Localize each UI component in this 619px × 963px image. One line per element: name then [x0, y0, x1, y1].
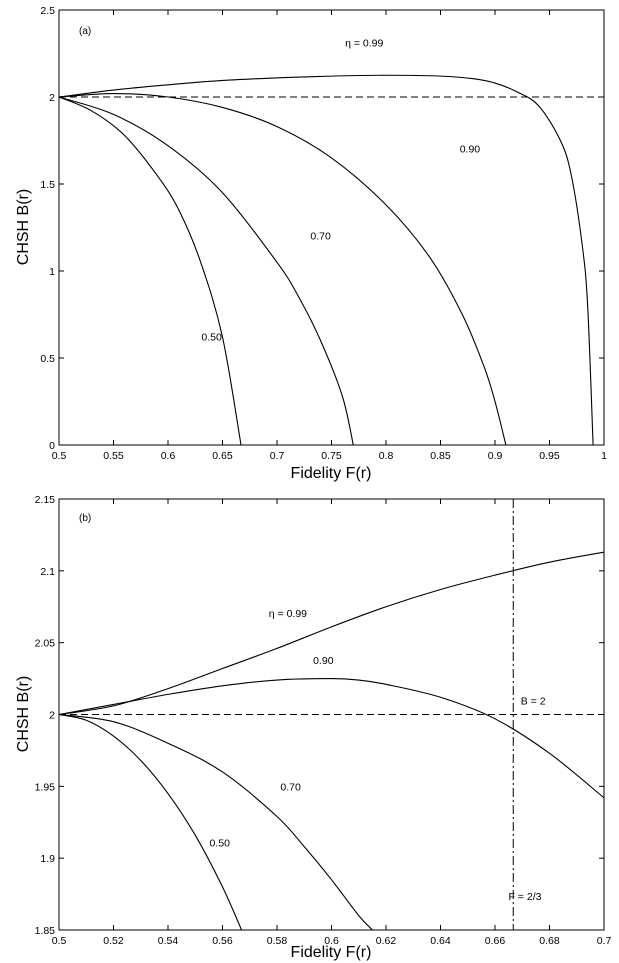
series-line: [58, 678, 605, 799]
series-group: [58, 551, 605, 931]
x-tick-label: 0.95: [539, 450, 560, 462]
y-tick-label: 1.9: [40, 853, 55, 865]
curve-label: 0.50: [210, 838, 231, 850]
y-axis-label: CHSH B(r): [15, 189, 32, 265]
series-line: [58, 96, 242, 446]
y-tick-label: 2.5: [40, 5, 55, 17]
x-tick-label: 0.65: [212, 450, 233, 462]
x-tick-label: 1: [601, 450, 607, 462]
curve-label: B = 2: [521, 695, 546, 707]
curve-labels: η = 0.99 0.90 0.70 0.50: [201, 38, 480, 344]
x-tick-label: 0.66: [485, 935, 506, 947]
series-group: [58, 74, 594, 446]
panel-label: (a): [79, 26, 91, 37]
x-ticks: 0.5 0.52 0.54 0.56 0.58 0.6 0.62 0.64 0.66 0.68 0.…: [52, 499, 612, 947]
y-tick-label: 1: [49, 266, 55, 278]
x-tick-label: 0.9: [488, 450, 503, 462]
x-tick-label: 0.54: [158, 935, 179, 947]
y-axis-label: CHSH B(r): [15, 676, 32, 752]
y-tick-label: 2.15: [35, 494, 56, 506]
curve-labels: η = 0.99 0.90 0.70 0.50 B = 2 F = 2/3: [210, 608, 546, 903]
y-tick-label: 2: [49, 710, 55, 722]
x-tick-label: 0.7: [597, 935, 612, 947]
x-tick-label: 0.64: [430, 935, 451, 947]
y-tick-label: 1.5: [40, 179, 55, 191]
panel-label: (b): [79, 513, 91, 524]
y-tick-label: 1.85: [35, 925, 56, 937]
x-tick-label: 0.5: [52, 935, 67, 947]
x-axis-label: Fidelity F(r): [291, 944, 372, 961]
series-line: [58, 551, 605, 716]
x-tick-label: 0.58: [267, 935, 288, 947]
x-tick-label: 0.6: [324, 935, 339, 947]
y-tick-label: 0.5: [40, 353, 55, 365]
panel-a: (a) 0.5 0.55 0.6 0.65 0.7 0.75 0.8 0.85 0.9 0.95 1…: [15, 5, 607, 482]
curve-label: F = 2/3: [508, 891, 541, 903]
x-tick-label: 0.7: [270, 450, 285, 462]
x-tick-label: 0.85: [430, 450, 451, 462]
y-tick-label: 2.1: [40, 566, 55, 578]
x-tick-label: 0.52: [103, 935, 124, 947]
x-tick-label: 0.68: [539, 935, 560, 947]
series-line: [58, 74, 594, 446]
x-ticks: 0.5 0.55 0.6 0.65 0.7 0.75 0.8 0.85 0.9 0.95 1: [52, 10, 607, 462]
curve-label: 0.50: [201, 332, 222, 344]
x-axis-label: Fidelity F(r): [291, 465, 372, 482]
curve-label: η = 0.99: [345, 38, 383, 50]
x-tick-label: 0.6: [161, 450, 176, 462]
curve-label: 0.90: [460, 144, 481, 156]
series-line: [58, 92, 507, 446]
y-tick-label: 2.05: [35, 638, 56, 650]
y-ticks: 0 0.5 1 1.5 2 2.5: [40, 5, 604, 452]
y-tick-label: 0: [49, 440, 55, 452]
x-tick-label: 0.75: [321, 450, 342, 462]
x-tick-label: 0.56: [212, 935, 233, 947]
x-tick-label: 0.55: [103, 450, 124, 462]
curve-label: 0.90: [313, 655, 334, 667]
x-tick-label: 0.8: [379, 450, 394, 462]
series-line: [58, 713, 373, 931]
x-tick-label: 0.5: [52, 450, 67, 462]
series-line: [58, 96, 354, 446]
x-tick-label: 0.62: [376, 935, 397, 947]
curve-label: 0.70: [280, 782, 301, 794]
y-tick-label: 2: [49, 92, 55, 104]
y-ticks: 1.85 1.9 1.95 2 2.05 2.1 2.15: [35, 494, 604, 937]
y-tick-label: 1.95: [35, 781, 56, 793]
curve-label: 0.70: [310, 231, 331, 243]
series-line: [58, 713, 243, 931]
curve-label: η = 0.99: [269, 608, 307, 620]
panel-b: (b) 0.5 0.52 0.54 0.56 0.58 0.6 0.62 0.64 0.66 0.…: [15, 494, 611, 961]
